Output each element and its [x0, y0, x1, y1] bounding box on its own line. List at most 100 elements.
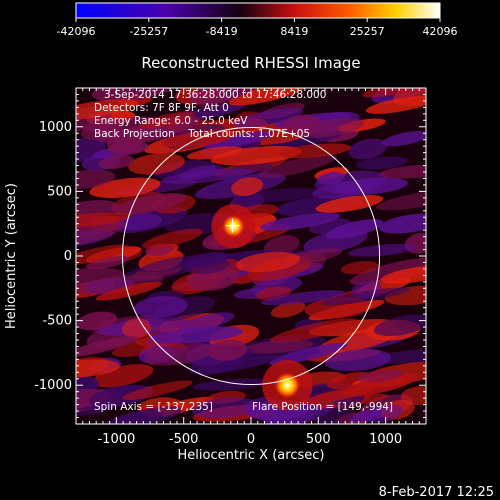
- fringe-stripe: [142, 228, 203, 249]
- fringe-stripe: [232, 188, 323, 203]
- fringe-stripe: [92, 88, 177, 102]
- render-timestamp: 8-Feb-2017 12:25: [379, 485, 494, 500]
- xray-source: [273, 371, 302, 400]
- spin-axis-marker: [225, 218, 240, 233]
- fringe-stripe: [197, 355, 278, 374]
- fringe-stripe: [189, 88, 256, 105]
- y-tick-label: -1000: [34, 378, 72, 393]
- y-tick-label: 0: [64, 249, 72, 264]
- fringe-stripe: [348, 138, 388, 160]
- fringe-stripe: [270, 301, 306, 318]
- fringe-stripe: [133, 296, 188, 318]
- fringe-stripe: [316, 172, 345, 185]
- fringe-stripe: [92, 364, 154, 388]
- fringe-stripe: [312, 179, 381, 199]
- fringe-stripe: [76, 99, 139, 121]
- fringe-stripe: [128, 153, 185, 175]
- fringe-stripe: [149, 326, 243, 344]
- fringe-stripe: [205, 131, 273, 150]
- flare-position-label: Flare Position = [149,-994]: [252, 401, 393, 413]
- fringe-stripe: [98, 155, 135, 170]
- fringe-stripe: [208, 339, 247, 361]
- fringe-stripe: [76, 274, 164, 294]
- fringe-stripe: [191, 397, 260, 419]
- fringe-stripe: [76, 169, 116, 189]
- solar-limb: [121, 126, 381, 386]
- y-tick-label: -500: [42, 314, 72, 329]
- x-tick-label: 1000: [369, 432, 402, 447]
- fringe-stripe: [192, 378, 270, 391]
- info-line-detectors: Detectors: 7F 8F 9F, Att 0: [94, 102, 229, 114]
- axis-ticks: [76, 88, 426, 424]
- fringe-stripe: [139, 255, 207, 273]
- fringe-stripe: [95, 281, 162, 301]
- fringe-stripe: [76, 336, 138, 357]
- colorbar-tick-label: -8419: [206, 25, 238, 38]
- y-tick-label: 1000: [39, 120, 72, 135]
- fringe-pattern: [76, 88, 426, 424]
- fringe-stripe: [313, 407, 355, 424]
- colorbar-tick-label: 8419: [280, 25, 308, 38]
- fringe-stripe: [320, 287, 410, 306]
- y-tick-label: 500: [47, 184, 72, 199]
- fringe-stripe: [348, 243, 416, 257]
- x-tick-label: 500: [306, 432, 331, 447]
- fringe-stripe: [111, 193, 187, 215]
- fringe-stripe: [380, 265, 426, 284]
- colorbar-tick-label: -25257: [129, 25, 168, 38]
- fringe-stripe: [85, 255, 130, 270]
- fringe-stripe: [82, 117, 123, 132]
- info-line-energy: Energy Range: 6.0 - 25.0 keV: [94, 115, 248, 127]
- fringe-stripe: [89, 384, 151, 407]
- observation-info: 3-Sep-2014 17:36:28.000 to 17:46:28.000 …: [94, 89, 326, 140]
- info-line-method: Back Projection Total counts: 1.07E+05: [94, 128, 310, 140]
- colorbar: -42096 -25257 -8419 8419 25257 42096: [57, 2, 458, 38]
- xray-source: [221, 214, 246, 239]
- fringe-stripe: [228, 88, 309, 106]
- fringe-stripe: [236, 251, 301, 273]
- plot-title: Reconstructed RHESSI Image: [141, 54, 360, 72]
- fringe-stripe: [140, 111, 195, 129]
- fringe-stripe: [375, 189, 426, 211]
- y-axis-label: Heliocentric Y (arcsec): [4, 183, 19, 329]
- fringe-stripe: [364, 404, 403, 423]
- spin-axis-label: Spin Axis = [-137,235]: [94, 401, 213, 413]
- fringe-stripe: [278, 143, 352, 159]
- fringe-stripe: [232, 108, 304, 128]
- fringe-stripe: [268, 343, 348, 366]
- colorbar-tick-label: 42096: [423, 25, 458, 38]
- fringe-stripe: [340, 260, 379, 275]
- fringe-stripe: [187, 146, 243, 160]
- fringe-stripe: [183, 257, 230, 275]
- fringe-stripe: [282, 114, 319, 134]
- fringe-stripe: [260, 290, 346, 306]
- colorbar-tick-label: 25257: [350, 25, 385, 38]
- colorbar-gradient: [75, 2, 441, 19]
- x-tick-label: -1000: [97, 432, 135, 447]
- fringe-stripe: [379, 213, 426, 234]
- fringe-stripe: [161, 168, 253, 184]
- fringe-stripe: [121, 318, 151, 339]
- fringe-stripe: [231, 177, 263, 197]
- fringe-stripe: [76, 219, 127, 247]
- fringe-stripe: [242, 339, 314, 354]
- fringe-stripe: [356, 156, 408, 170]
- fringe-stripe: [80, 116, 166, 140]
- fringe-stripe: [342, 373, 418, 397]
- heatmap-area: [76, 88, 426, 424]
- fringe-stripe: [76, 311, 117, 331]
- fringe-stripe: [76, 359, 120, 378]
- fringe-stripe: [325, 219, 384, 240]
- fringe-stripe: [373, 314, 426, 337]
- x-axis-label: Heliocentric X (arcsec): [178, 448, 325, 463]
- fringe-stripe: [400, 386, 426, 406]
- fringe-stripe: [356, 369, 404, 383]
- fringe-stripe: [324, 348, 391, 372]
- fringe-stripe: [381, 130, 426, 147]
- fringe-stripe: [259, 213, 341, 231]
- fringe-stripe: [76, 212, 131, 228]
- fringe-stripe: [365, 95, 426, 114]
- fringe-stripe: [368, 348, 426, 364]
- info-line-time: 3-Sep-2014 17:36:28.000 to 17:46:28.000: [104, 89, 326, 101]
